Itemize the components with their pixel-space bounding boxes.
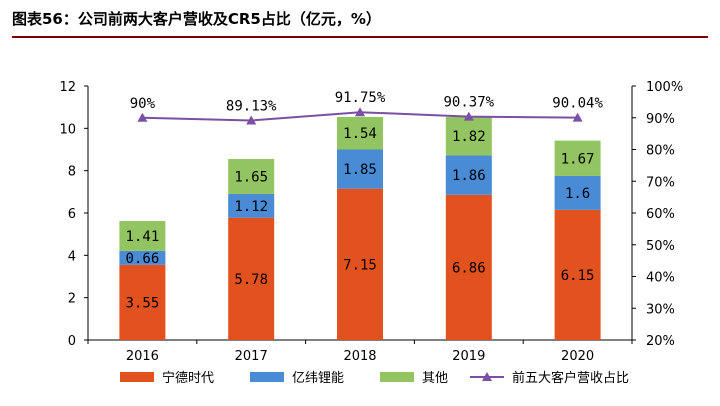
y-tick-label: 12: [59, 80, 76, 95]
legend-catl-swatch: [120, 372, 154, 382]
bar-other: [119, 221, 166, 251]
bar-data-label: 6.86: [452, 260, 486, 276]
bar-data-label: 1.54: [343, 126, 377, 142]
cr5-marker: [137, 112, 148, 122]
bar-other: [228, 159, 275, 194]
title-rule: [12, 36, 708, 38]
y2-tick-label: 70%: [646, 175, 675, 190]
y-tick-label: 0: [68, 334, 76, 349]
cr5-data-label: 90.04%: [552, 96, 603, 112]
cr5-marker: [572, 112, 583, 122]
legend-catl-label: 宁德时代: [162, 370, 214, 386]
bar-data-label: 1.65: [234, 169, 268, 185]
bar-eve: [554, 175, 601, 210]
x-tick-label: 2018: [343, 349, 376, 364]
bar-data-label: 1.6: [565, 186, 590, 202]
x-tick-label: 2016: [126, 349, 159, 364]
cr5-marker: [463, 111, 474, 121]
bar-data-label: 1.41: [126, 229, 160, 245]
legend-eve-swatch: [250, 372, 284, 382]
y2-tick-label: 20%: [646, 334, 675, 349]
y-tick-label: 6: [68, 207, 76, 222]
x-tick-label: 2019: [452, 349, 485, 364]
bar-catl: [119, 264, 166, 340]
bar-data-label: 1.12: [234, 199, 268, 215]
bar-data-label: 1.82: [452, 129, 486, 145]
bar-catl: [228, 217, 275, 340]
x-tick-label: 2020: [561, 349, 594, 364]
bar-eve: [119, 250, 166, 265]
cr5-data-label: 89.13%: [226, 99, 277, 115]
bar-other: [445, 116, 492, 156]
bar-catl: [554, 209, 601, 340]
y2-tick-label: 100%: [646, 80, 683, 95]
cr5-data-label: 90%: [130, 96, 156, 112]
bar-catl: [337, 188, 383, 340]
legend-other-swatch: [380, 372, 414, 382]
legend-cr5-marker: [482, 372, 492, 381]
bar-catl: [445, 194, 492, 340]
y2-tick-label: 80%: [646, 144, 675, 159]
legend-other-label: 其他: [422, 371, 448, 386]
figure-title: 图表56：公司前两大客户营收及CR5占比（亿元，%）: [12, 10, 381, 28]
bar-eve: [337, 149, 383, 189]
bar-data-label: 0.66: [126, 251, 160, 267]
bar-data-label: 6.15: [561, 268, 595, 284]
bar-data-label: 7.15: [343, 257, 377, 273]
bar-data-label: 1.86: [452, 168, 486, 184]
bar-data-label: 1.67: [561, 151, 595, 167]
y-tick-label: 4: [68, 249, 76, 264]
y2-tick-label: 50%: [646, 239, 675, 254]
bar-eve: [445, 155, 492, 195]
bar-data-label: 5.78: [234, 272, 268, 288]
y-tick-label: 10: [59, 122, 76, 137]
bar-eve: [228, 193, 275, 218]
y2-tick-label: 90%: [646, 112, 675, 127]
bar-data-label: 1.85: [343, 162, 377, 178]
x-tick-label: 2017: [235, 349, 268, 364]
y2-tick-label: 40%: [646, 271, 675, 286]
y-tick-label: 8: [68, 165, 76, 180]
cr5-marker: [246, 115, 257, 125]
cr5-marker: [355, 107, 365, 117]
y2-tick-label: 60%: [646, 207, 675, 222]
bar-other: [337, 116, 383, 150]
legend-cr5-label: 前五大客户营收占比: [512, 370, 629, 386]
y2-tick-label: 30%: [646, 302, 675, 317]
legend-eve-label: 亿纬锂能: [292, 371, 344, 386]
y-tick-label: 2: [68, 292, 76, 307]
bar-data-label: 3.55: [126, 295, 160, 311]
bar-other: [554, 140, 601, 176]
cr5-data-label: 90.37%: [444, 95, 495, 111]
cr5-data-label: 91.75%: [335, 90, 386, 106]
